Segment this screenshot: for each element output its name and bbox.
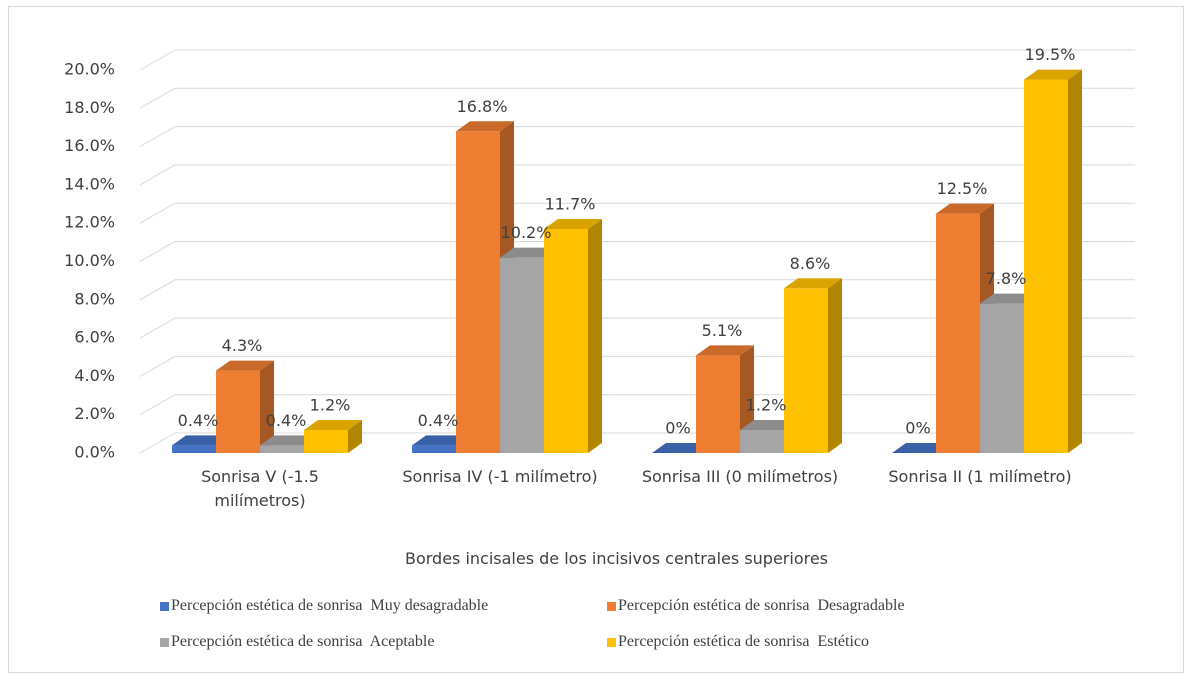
grid-line [139, 241, 1135, 262]
data-label: 4.3% [222, 336, 263, 355]
chart-border [8, 6, 1184, 673]
legend-label: Percepción estética de sonrisa Estético [618, 633, 870, 650]
data-label: 16.8% [457, 97, 508, 116]
bar-top [172, 435, 230, 446]
bar [412, 445, 456, 453]
bar-top [980, 293, 1038, 304]
grid-line [139, 126, 1135, 148]
legend-label: Percepción estética de sonrisa Aceptable [171, 633, 435, 650]
x-axis-title: Bordes incisales de los incisivos centra… [404, 549, 829, 568]
bar-side [1068, 69, 1082, 453]
x-tick-label: Sonrisa IV (-1 milímetro) [402, 467, 598, 486]
legend-swatch [607, 601, 616, 611]
x-tick-label: Sonrisa III (0 milímetros) [641, 467, 839, 486]
data-label: 5.1% [702, 321, 743, 340]
y-tick-label: 10.0% [64, 251, 115, 270]
bar-top [412, 435, 470, 446]
y-tick-label: 0.0% [74, 443, 115, 462]
data-label: 7.8% [986, 269, 1027, 288]
legend: Percepción estética de sonrisa Muy desag… [160, 597, 1057, 651]
bar [1024, 79, 1068, 453]
y-tick-label: 4.0% [74, 366, 115, 385]
bar [936, 213, 980, 453]
legend-label: Percepción estética de sonrisa Muy desag… [171, 597, 489, 614]
bar [500, 257, 544, 453]
legend-item: Percepción estética de sonrisa Desagrada… [607, 597, 1057, 615]
grid-line [139, 164, 1135, 186]
y-tick-label: 14.0% [64, 174, 115, 193]
data-label: 0.4% [418, 411, 459, 430]
bar [260, 445, 304, 453]
data-label: 10.2% [501, 223, 552, 242]
bar [304, 430, 348, 453]
data-label: 0.4% [178, 411, 219, 430]
bar [216, 370, 260, 453]
bar [172, 445, 216, 453]
data-label: 0.4% [266, 411, 307, 430]
legend-swatch [607, 637, 616, 647]
data-label: 8.6% [790, 254, 831, 273]
bar-top [500, 247, 558, 258]
bar-side [828, 278, 842, 453]
bar [456, 131, 500, 453]
legend-label: Percepción estética de sonrisa Desagrada… [618, 597, 905, 614]
legend-swatch [160, 637, 169, 647]
bar [784, 288, 828, 453]
data-label: 0% [905, 419, 930, 438]
bar-side [348, 420, 362, 453]
x-tick-label: Sonrisa II (1 milímetro) [888, 467, 1072, 486]
y-tick-label: 6.0% [74, 328, 115, 347]
bar-top [696, 345, 754, 356]
bar [740, 430, 784, 453]
data-label: 1.2% [746, 396, 787, 415]
grid-line [139, 87, 1135, 109]
data-label: 0% [665, 419, 690, 438]
bar-top [456, 121, 514, 132]
bar-top [652, 443, 710, 453]
data-label: 12.5% [937, 179, 988, 198]
bar-top [936, 203, 994, 214]
bar-side [260, 360, 274, 453]
legend-item: Percepción estética de sonrisa Estético [607, 633, 1057, 651]
legend-swatch [160, 601, 169, 611]
bar-top [304, 420, 362, 431]
legend-item: Percepción estética de sonrisa Muy desag… [160, 597, 607, 615]
bar-side [588, 218, 602, 453]
legend-item: Percepción estética de sonrisa Aceptable [160, 633, 607, 651]
bar [696, 355, 740, 453]
bar-top [216, 360, 274, 371]
y-tick-label: 12.0% [64, 213, 115, 232]
bar-top [544, 218, 602, 229]
grid-line [139, 202, 1135, 224]
grid-line [139, 49, 1135, 71]
y-tick-label: 2.0% [74, 404, 115, 423]
bar-top [1024, 69, 1082, 80]
bar-top [260, 435, 318, 446]
x-tick-label: Sonrisa V (-1.5 milímetros) [201, 467, 319, 510]
y-tick-label: 20.0% [64, 60, 115, 79]
data-label: 19.5% [1025, 45, 1076, 64]
y-tick-label: 16.0% [64, 136, 115, 155]
y-tick-label: 8.0% [74, 289, 115, 308]
bar [980, 303, 1024, 453]
bar-top [892, 443, 950, 453]
bar-top [784, 278, 842, 289]
data-label: 1.2% [310, 396, 351, 415]
bar-top [740, 420, 798, 431]
data-label: 11.7% [545, 194, 596, 213]
bar [544, 228, 588, 453]
y-tick-label: 18.0% [64, 98, 115, 117]
